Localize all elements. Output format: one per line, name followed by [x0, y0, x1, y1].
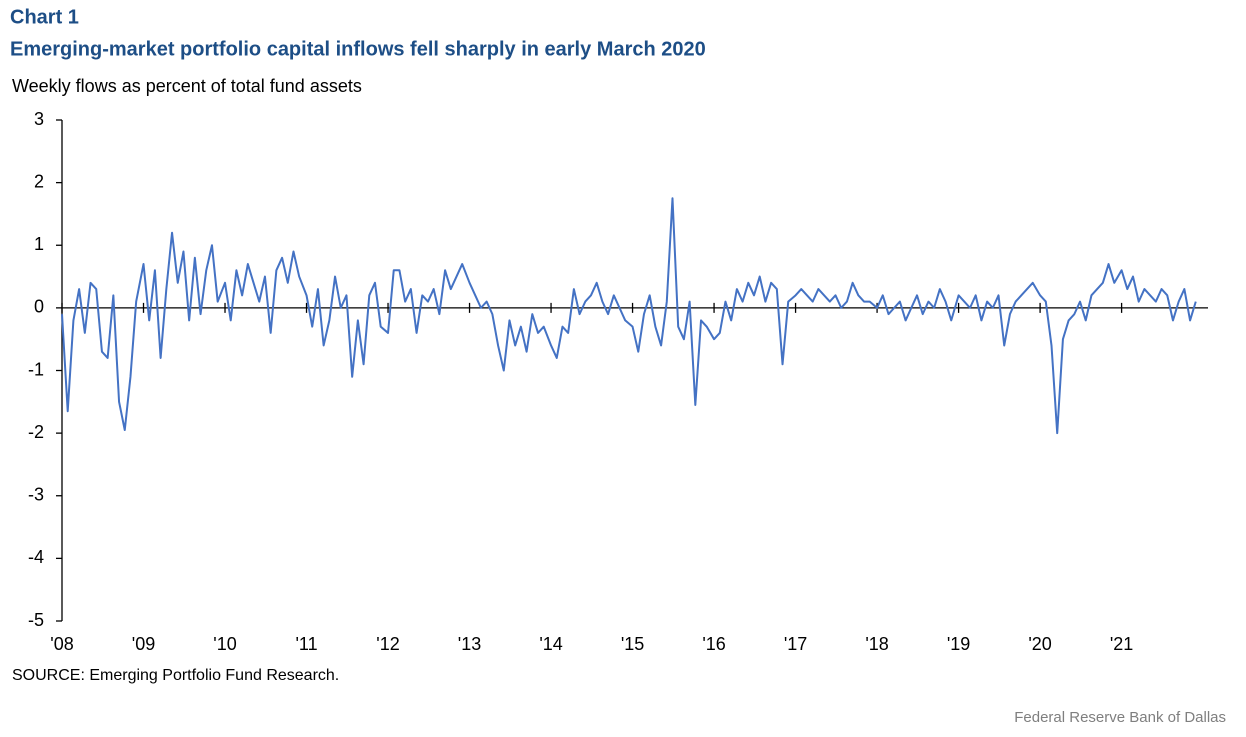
x-tick-label: '18 — [865, 634, 888, 654]
y-tick-label: 1 — [34, 234, 44, 254]
x-tick-label: '21 — [1110, 634, 1133, 654]
x-tick-label: '13 — [458, 634, 481, 654]
y-tick-label: -3 — [28, 485, 44, 505]
y-tick-label: -2 — [28, 422, 44, 442]
x-tick-label: '14 — [539, 634, 562, 654]
data-line — [61, 197, 1197, 435]
x-tick-label: '16 — [702, 634, 725, 654]
chart-subtitle: Weekly flows as percent of total fund as… — [12, 76, 362, 96]
chart-title: Emerging-market portfolio capital inflow… — [10, 38, 706, 60]
x-tick-label: '10 — [213, 634, 236, 654]
source: SOURCE: Emerging Portfolio Fund Research… — [12, 667, 339, 684]
x-tick-label: '17 — [784, 634, 807, 654]
y-tick-label: -4 — [28, 547, 44, 567]
x-tick-label: '12 — [376, 634, 399, 654]
y-tick-label: 2 — [34, 171, 44, 191]
x-tick-label: '08 — [50, 634, 73, 654]
y-tick-label: 0 — [34, 297, 44, 317]
y-tick-label: -5 — [28, 610, 44, 630]
x-tick-label: '11 — [295, 634, 317, 654]
credit: Federal Reserve Bank of Dallas — [1014, 709, 1226, 726]
x-tick-label: '19 — [947, 634, 970, 654]
y-tick-label: 3 — [34, 109, 44, 129]
y-tick-label: -1 — [28, 359, 44, 379]
x-tick-label: '09 — [132, 634, 155, 654]
chart-label: Chart 1 — [10, 6, 79, 28]
x-tick-label: '15 — [621, 634, 644, 654]
x-tick-label: '20 — [1028, 634, 1051, 654]
